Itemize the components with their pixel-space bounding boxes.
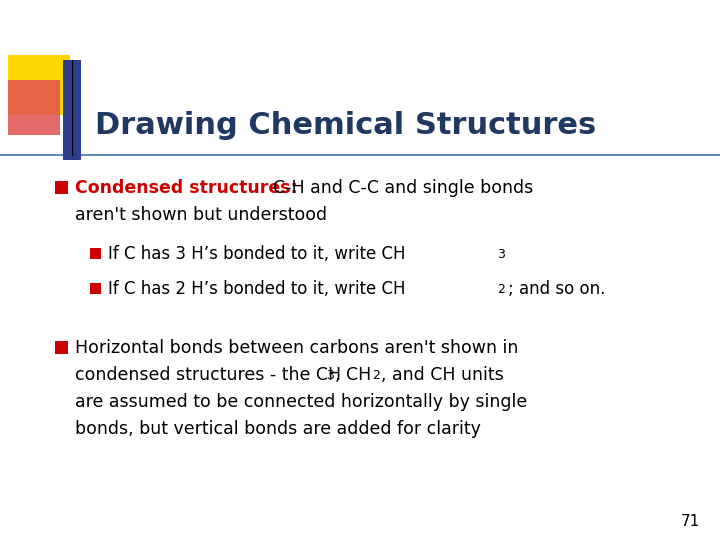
Bar [8,80,60,135]
Bar [55,341,68,354]
Bar [90,283,101,294]
Text: 3: 3 [326,369,334,382]
Bar [55,181,68,194]
Text: C-H and C-C and single bonds: C-H and C-C and single bonds [262,179,534,197]
Text: 2: 2 [372,369,380,382]
Text: If C has 3 H’s bonded to it, write CH: If C has 3 H’s bonded to it, write CH [108,245,405,263]
Bar [8,55,70,115]
Text: , and CH units: , and CH units [381,366,504,384]
Text: , CH: , CH [335,366,372,384]
Text: Drawing Chemical Structures: Drawing Chemical Structures [95,111,596,139]
Text: bonds, but vertical bonds are added for clarity: bonds, but vertical bonds are added for … [75,420,481,438]
Text: aren't shown but understood: aren't shown but understood [75,206,327,224]
Text: condensed structures - the CH: condensed structures - the CH [75,366,341,384]
Text: If C has 2 H’s bonded to it, write CH: If C has 2 H’s bonded to it, write CH [108,280,405,298]
Text: Condensed structures:: Condensed structures: [75,179,298,197]
Text: 71: 71 [680,515,700,530]
Text: 3: 3 [497,248,505,261]
Bar [90,248,101,259]
Text: are assumed to be connected horizontally by single: are assumed to be connected horizontally… [75,393,527,411]
Text: ; and so on.: ; and so on. [508,280,606,298]
Text: Horizontal bonds between carbons aren't shown in: Horizontal bonds between carbons aren't … [75,339,518,357]
Bar [63,60,81,160]
Text: 2: 2 [497,283,505,296]
